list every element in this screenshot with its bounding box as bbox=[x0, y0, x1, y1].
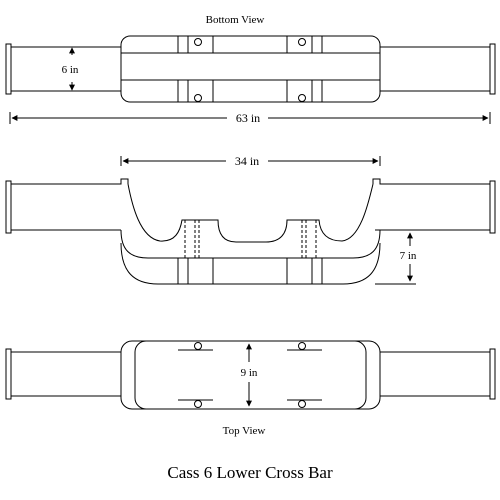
bolt-hole bbox=[194, 38, 202, 46]
side-left-tube bbox=[5, 178, 129, 234]
top-view: 9 in Top View bbox=[5, 340, 496, 437]
upper-bent-arm bbox=[127, 183, 374, 243]
dimension-body-width: 9 in bbox=[241, 343, 258, 407]
top-left-tube bbox=[5, 348, 122, 400]
bolt-hole bbox=[298, 38, 306, 46]
right-tube bbox=[379, 43, 496, 95]
bolt-hole bbox=[298, 94, 306, 102]
dimension-center-span: 34 in bbox=[120, 154, 381, 168]
center-span-label: 34 in bbox=[235, 154, 259, 168]
center-body bbox=[120, 35, 381, 103]
side-right-tube bbox=[372, 178, 496, 234]
bottom-view-label: Bottom View bbox=[206, 14, 265, 26]
overall-length-label: 63 in bbox=[236, 111, 260, 125]
dimension-drop-height: 7 in bbox=[375, 229, 417, 285]
top-view-label: Top View bbox=[223, 425, 266, 437]
drawing-title: Cass 6 Lower Cross Bar bbox=[167, 463, 333, 482]
top-center-body bbox=[120, 340, 381, 410]
lower-plates bbox=[177, 258, 323, 284]
bolt-hole bbox=[194, 342, 202, 350]
tube-diameter-label: 6 in bbox=[62, 64, 79, 76]
dimension-overall-length: 63 in bbox=[9, 111, 491, 125]
dimension-tube-diameter: 6 in bbox=[62, 47, 79, 91]
top-right-tube bbox=[379, 348, 496, 400]
side-plates bbox=[184, 220, 317, 258]
body-width-label: 9 in bbox=[241, 367, 258, 379]
bolt-hole bbox=[298, 400, 306, 408]
drop-height-label: 7 in bbox=[400, 250, 417, 262]
side-view: 34 in bbox=[5, 154, 496, 285]
lower-tube-body bbox=[120, 229, 381, 259]
bolt-hole bbox=[194, 94, 202, 102]
bolt-hole bbox=[298, 342, 306, 350]
bolt-hole bbox=[194, 400, 202, 408]
bottom-view: Bottom View bbox=[5, 14, 496, 125]
